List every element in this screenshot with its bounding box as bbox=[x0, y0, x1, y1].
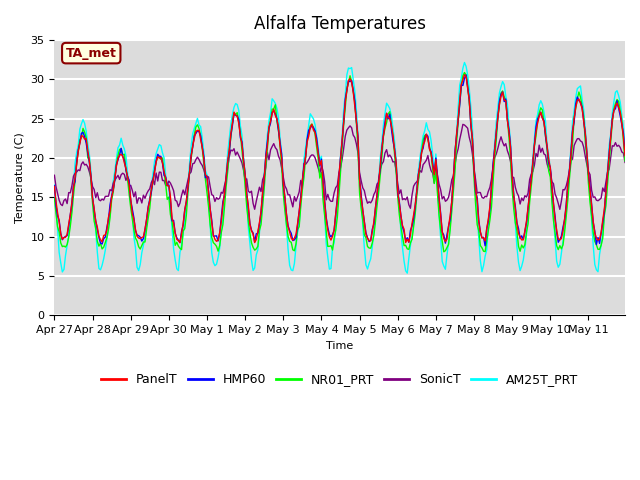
AM25T_PRT bbox=[249, 267, 257, 273]
AM25T_PRT bbox=[51, 182, 58, 188]
Line: AM25T_PRT: AM25T_PRT bbox=[54, 62, 625, 273]
HMP60 bbox=[120, 157, 128, 163]
HMP60 bbox=[593, 241, 600, 247]
Legend: PanelT, HMP60, NR01_PRT, SonicT, AM25T_PRT: PanelT, HMP60, NR01_PRT, SonicT, AM25T_P… bbox=[96, 368, 584, 391]
HMP60 bbox=[240, 157, 248, 163]
Line: NR01_PRT: NR01_PRT bbox=[54, 72, 625, 252]
SonicT bbox=[459, 121, 467, 127]
AM25T_PRT bbox=[461, 60, 468, 65]
PanelT bbox=[461, 72, 468, 77]
NR01_PRT bbox=[440, 249, 447, 255]
NR01_PRT bbox=[300, 175, 308, 180]
PanelT bbox=[51, 184, 58, 190]
PanelT bbox=[222, 174, 230, 180]
Text: TA_met: TA_met bbox=[66, 47, 116, 60]
PanelT bbox=[593, 235, 600, 240]
HMP60 bbox=[462, 72, 470, 78]
NR01_PRT bbox=[221, 204, 228, 210]
SonicT bbox=[120, 171, 128, 177]
AM25T_PRT bbox=[593, 267, 600, 273]
PanelT bbox=[621, 153, 629, 158]
HMP60 bbox=[621, 151, 629, 156]
HMP60 bbox=[481, 243, 489, 249]
NR01_PRT bbox=[120, 151, 128, 157]
SonicT bbox=[300, 160, 308, 166]
SonicT bbox=[621, 159, 629, 165]
Title: Alfalfa Temperatures: Alfalfa Temperatures bbox=[253, 15, 426, 33]
AM25T_PRT bbox=[621, 146, 629, 152]
Line: PanelT: PanelT bbox=[54, 74, 625, 243]
SonicT bbox=[249, 200, 257, 206]
AM25T_PRT bbox=[120, 146, 128, 152]
Line: SonicT: SonicT bbox=[54, 124, 625, 209]
NR01_PRT bbox=[249, 244, 257, 250]
Y-axis label: Temperature (C): Temperature (C) bbox=[15, 132, 25, 223]
HMP60 bbox=[51, 183, 58, 189]
SonicT bbox=[221, 183, 228, 189]
PanelT bbox=[241, 171, 249, 177]
HMP60 bbox=[221, 192, 228, 198]
AM25T_PRT bbox=[300, 156, 308, 162]
PanelT bbox=[120, 160, 128, 166]
Line: HMP60: HMP60 bbox=[54, 75, 625, 246]
NR01_PRT bbox=[51, 195, 58, 201]
HMP60 bbox=[249, 230, 257, 236]
AM25T_PRT bbox=[221, 192, 228, 198]
SonicT bbox=[51, 172, 58, 178]
PanelT bbox=[251, 240, 259, 245]
SonicT bbox=[556, 206, 564, 212]
X-axis label: Time: Time bbox=[326, 341, 353, 350]
NR01_PRT bbox=[240, 163, 248, 169]
SonicT bbox=[593, 197, 600, 203]
NR01_PRT bbox=[461, 70, 468, 75]
AM25T_PRT bbox=[403, 270, 411, 276]
SonicT bbox=[240, 167, 248, 173]
PanelT bbox=[301, 155, 309, 160]
NR01_PRT bbox=[593, 242, 600, 248]
PanelT bbox=[176, 240, 184, 246]
HMP60 bbox=[300, 165, 308, 170]
NR01_PRT bbox=[621, 158, 629, 164]
AM25T_PRT bbox=[240, 155, 248, 160]
